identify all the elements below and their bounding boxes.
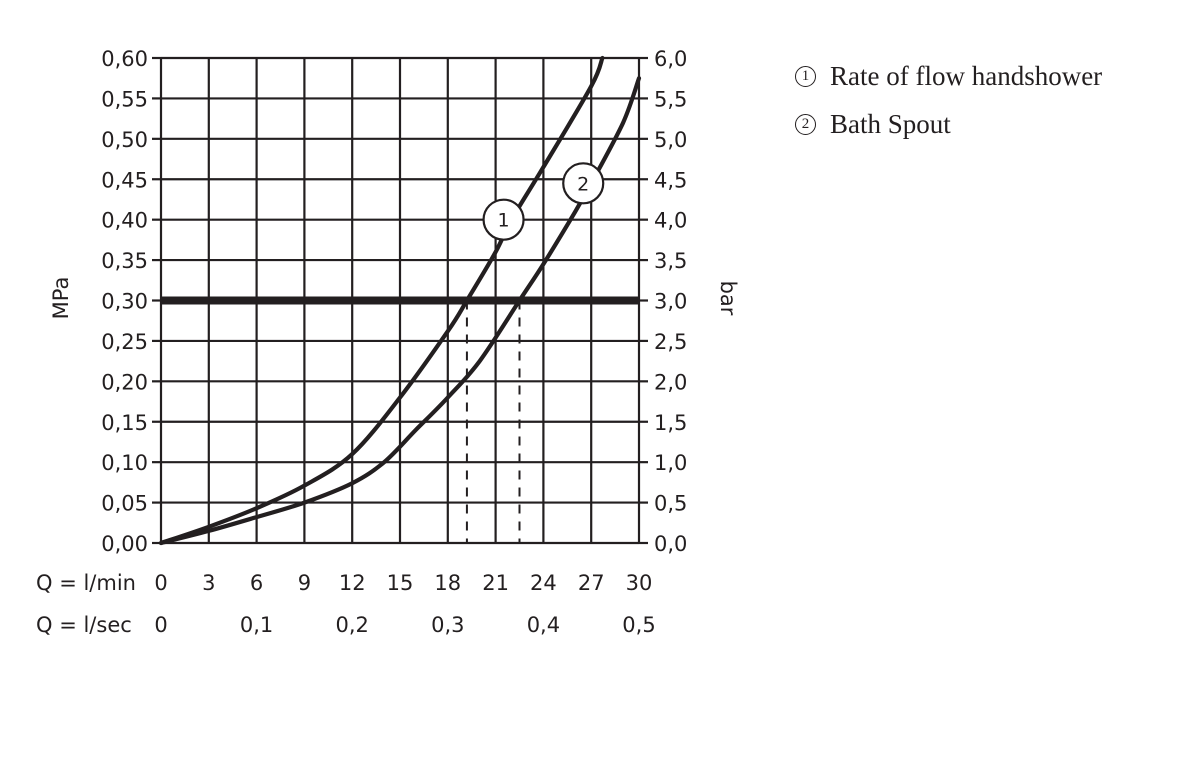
y-tick-label-right-5: 2,5 xyxy=(654,330,687,354)
y-axis-label-right: bar xyxy=(716,281,740,316)
x-tick-label-lsec-2: 0,2 xyxy=(335,613,368,637)
y-tick-label-right-9: 4,5 xyxy=(654,168,687,192)
x-tick-label-lmin-1: 3 xyxy=(202,571,215,595)
x-tick-label-lmin-3: 9 xyxy=(298,571,311,595)
x-tick-label-lsec-0: 0 xyxy=(154,613,167,637)
x-tick-label-lmin-0: 0 xyxy=(154,571,167,595)
x-tick-label-lmin-5: 15 xyxy=(387,571,414,595)
y-tick-label-right-0: 0,0 xyxy=(654,532,687,556)
curve-1 xyxy=(158,55,605,546)
y-tick-label-left-0: 0,00 xyxy=(101,532,148,556)
curve-markers: 12 xyxy=(482,162,605,241)
x-tick-label-lsec-3: 0,3 xyxy=(431,613,464,637)
x-tick-label-lmin-10: 30 xyxy=(626,571,653,595)
legend-label-bath-spout: Bath Spout xyxy=(830,108,951,139)
y-tick-label-right-7: 3,5 xyxy=(654,249,687,273)
legend-marker-2: 2 xyxy=(795,113,816,135)
tick-labels: 0,000,050,100,150,200,250,300,350,400,45… xyxy=(101,47,687,637)
y-tick-label-left-12: 0,60 xyxy=(101,47,148,71)
legend-marker-1: 1 xyxy=(795,65,816,87)
y-tick-label-left-5: 0,25 xyxy=(101,330,148,354)
crossing-drop-lines xyxy=(465,300,521,543)
x-tick-label-lsec-4: 0,4 xyxy=(527,613,560,637)
x-tick-label-lmin-9: 27 xyxy=(578,571,605,595)
y-tick-label-left-8: 0,40 xyxy=(101,209,148,233)
y-tick-label-left-11: 0,55 xyxy=(101,87,148,111)
y-tick-label-left-6: 0,30 xyxy=(101,290,148,314)
y-tick-label-right-11: 5,5 xyxy=(654,87,687,111)
x-tick-label-lmin-4: 12 xyxy=(339,571,366,595)
y-tick-label-right-8: 4,0 xyxy=(654,209,687,233)
x-tick-label-lmin-7: 21 xyxy=(482,571,509,595)
y-tick-label-left-1: 0,05 xyxy=(101,492,148,516)
y-tick-label-right-1: 0,5 xyxy=(654,492,687,516)
x-tick-label-lmin-8: 24 xyxy=(530,571,557,595)
axes xyxy=(152,56,648,545)
y-tick-label-right-4: 2,0 xyxy=(654,370,687,394)
legend-item-handshower: 1 Rate of flow handshower xyxy=(795,52,1102,100)
y-tick-label-left-9: 0,45 xyxy=(101,168,148,192)
curve-marker-circle-2 xyxy=(562,162,605,205)
x-tick-label-lmin-6: 18 xyxy=(434,571,461,595)
x-axis-label-lsec: Q = l/sec xyxy=(36,613,132,637)
y-tick-label-right-10: 5,0 xyxy=(654,128,687,152)
x-tick-label-lsec-5: 0,5 xyxy=(622,613,655,637)
y-axis-label-left: MPa xyxy=(49,277,73,320)
curve-marker-circle-1 xyxy=(482,198,525,241)
x-tick-label-lmin-2: 6 xyxy=(250,571,263,595)
legend-item-bath-spout: 2 Bath Spout xyxy=(795,100,1102,148)
y-tick-label-right-12: 6,0 xyxy=(654,47,687,71)
curve-marker-label-1: 1 xyxy=(498,210,510,232)
y-tick-label-left-7: 0,35 xyxy=(101,249,148,273)
y-tick-label-right-3: 1,5 xyxy=(654,411,687,435)
legend: 1 Rate of flow handshower 2 Bath Spout xyxy=(795,52,1102,148)
y-tick-label-right-2: 1,0 xyxy=(654,451,687,475)
flow-chart: 12 0,000,050,100,150,200,250,300,350,400… xyxy=(36,47,740,637)
y-tick-label-right-6: 3,0 xyxy=(654,290,687,314)
y-tick-label-left-4: 0,20 xyxy=(101,370,148,394)
x-axis-label-lmin: Q = l/min xyxy=(36,571,136,595)
x-tick-label-lsec-1: 0,1 xyxy=(240,613,273,637)
y-tick-label-left-10: 0,50 xyxy=(101,128,148,152)
y-tick-label-left-3: 0,15 xyxy=(101,411,148,435)
legend-label-handshower: Rate of flow handshower xyxy=(830,60,1103,91)
curve-marker-label-2: 2 xyxy=(577,173,589,195)
y-tick-label-left-2: 0,10 xyxy=(101,451,148,475)
